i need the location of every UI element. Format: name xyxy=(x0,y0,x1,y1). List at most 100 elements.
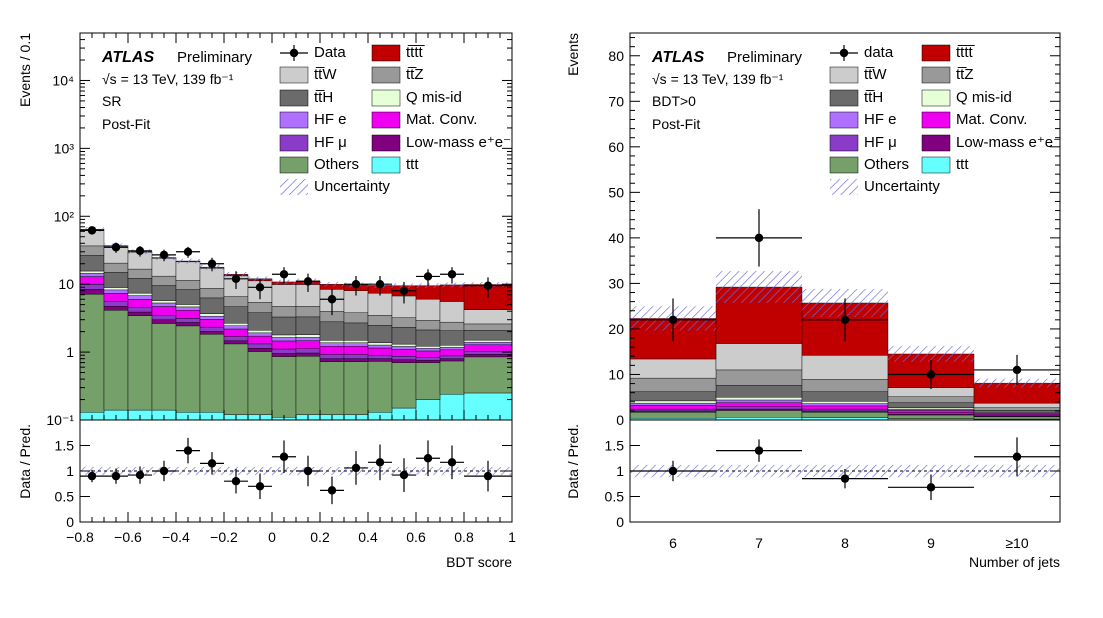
stack-bar-qmisid xyxy=(296,335,320,338)
stack-bar-hfe xyxy=(128,296,152,300)
stack-bar-matconv xyxy=(320,346,344,354)
stack-bar-ttZ xyxy=(248,302,272,312)
stack-bar-ttH xyxy=(392,327,416,344)
legend-swatch-ttZ xyxy=(922,67,950,83)
stack-bar-others xyxy=(344,362,368,415)
legend-swatch-matconv xyxy=(922,112,950,128)
stack-bar-matconv xyxy=(974,414,1060,415)
ratio-point xyxy=(669,467,677,475)
stack-bar-ttH xyxy=(152,286,176,301)
y-tick-label: 10² xyxy=(54,208,75,224)
stack-bar-lowmass xyxy=(224,341,248,344)
ratio-point xyxy=(448,458,456,466)
x-axis-title: Number of jets xyxy=(969,554,1060,570)
data-point xyxy=(927,370,935,378)
stack-bar-hfe xyxy=(344,343,368,346)
stack-bar-hfmu xyxy=(176,318,200,322)
legend-swatch-ttH xyxy=(830,90,858,106)
uncertainty-band xyxy=(176,259,200,264)
x-category-label: 8 xyxy=(841,535,849,551)
legend-label-ttW: tt̅W xyxy=(314,66,337,83)
data-point xyxy=(208,260,216,268)
stack-bar-matconv xyxy=(128,299,152,308)
ratio-tick-label: 1 xyxy=(616,463,624,479)
data-point xyxy=(841,316,849,324)
stack-bar-qmisid xyxy=(716,397,802,400)
x-tick-label: 1 xyxy=(508,529,516,545)
data-point xyxy=(448,270,456,278)
y-axis-title: Events xyxy=(565,33,581,76)
stack-bar-others xyxy=(368,361,392,412)
stack-bar-ttH xyxy=(716,385,802,397)
data-point xyxy=(280,270,288,278)
y-tick-label: 70 xyxy=(608,93,624,109)
stack-bar-others xyxy=(416,363,440,400)
stack-bar-hfmu xyxy=(248,344,272,348)
data-point xyxy=(424,272,432,280)
stack-bar-lowmass xyxy=(272,353,296,356)
stack-bar-matconv xyxy=(200,319,224,327)
legend-label-others: Others xyxy=(314,156,359,173)
stack-bar-hfmu xyxy=(888,413,974,414)
stack-bar-hfe xyxy=(888,409,974,410)
ratio-point xyxy=(304,467,312,475)
stack-bar-qmisid xyxy=(392,344,416,346)
stack-bar-matconv xyxy=(152,307,176,316)
stack-bar-matconv xyxy=(464,345,512,351)
stack-bar-hfmu xyxy=(416,357,440,360)
stack-bar-hfmu xyxy=(344,355,368,359)
stack-bar-qmisid xyxy=(344,340,368,342)
stack-bar-matconv xyxy=(344,346,368,354)
stack-bar-ttW xyxy=(440,301,464,322)
stack-bar-hfmu xyxy=(320,355,344,359)
legend-swatch-ttt xyxy=(372,157,400,173)
y-tick-label: 10 xyxy=(608,366,624,382)
stack-bar-ttH xyxy=(224,307,248,324)
ratio-plot-area xyxy=(630,437,1060,500)
stack-bar-lowmass xyxy=(416,360,440,362)
stack-bar-hfe xyxy=(224,326,248,329)
data-point xyxy=(669,316,677,324)
stack-bar-others xyxy=(802,412,888,417)
ratio-tick-label: 1 xyxy=(66,463,74,479)
stack-bar-hfe xyxy=(176,307,200,310)
ratio-point xyxy=(280,453,288,461)
data-point xyxy=(328,295,336,303)
stack-bar-qmisid xyxy=(272,335,296,338)
region-label: BDT>0 xyxy=(652,93,696,109)
stack-bar-ttH xyxy=(416,330,440,346)
stack-bar-ttH xyxy=(200,298,224,314)
legend-swatch-others xyxy=(280,157,308,173)
stack-bar-qmisid xyxy=(152,301,176,303)
stack-bar-others xyxy=(128,316,152,410)
stack-bar-matconv xyxy=(888,410,974,412)
stack-bar-lowmass xyxy=(104,306,128,310)
data-point xyxy=(1013,366,1021,374)
stack-bar-qmisid xyxy=(416,346,440,348)
stack-bar-others xyxy=(104,310,128,410)
fit-label: Post-Fit xyxy=(102,116,150,132)
y-tick-label: 10 xyxy=(58,276,74,292)
stack-bar-hfmu xyxy=(152,315,176,320)
legend-swatch-ttH xyxy=(280,90,308,106)
y-tick-label: 40 xyxy=(608,230,624,246)
stack-bar-ttW xyxy=(802,355,888,379)
stack-bar-qmisid xyxy=(224,323,248,326)
stack-bar-hfe xyxy=(320,343,344,346)
y-tick-label: 10⁻¹ xyxy=(46,412,74,428)
stack-bar-lowmass xyxy=(368,359,392,362)
ratio-tick-label: 0.5 xyxy=(55,489,75,505)
stack-bar-hfe xyxy=(248,333,272,336)
y-tick-label: 1 xyxy=(66,344,74,360)
ratio-point xyxy=(256,482,264,490)
legend-swatch-hfe xyxy=(280,112,308,128)
stack-bar-matconv xyxy=(80,277,104,285)
data-point xyxy=(88,226,96,234)
stack-bar-ttH xyxy=(176,290,200,305)
stack-bar-qmisid xyxy=(200,314,224,317)
legend-label-others: Others xyxy=(864,156,909,173)
legend-label-ttH: tt̅H xyxy=(314,89,333,106)
x-tick-label: 0.2 xyxy=(310,529,330,545)
legend-label-hfmu: HF μ xyxy=(314,134,347,151)
